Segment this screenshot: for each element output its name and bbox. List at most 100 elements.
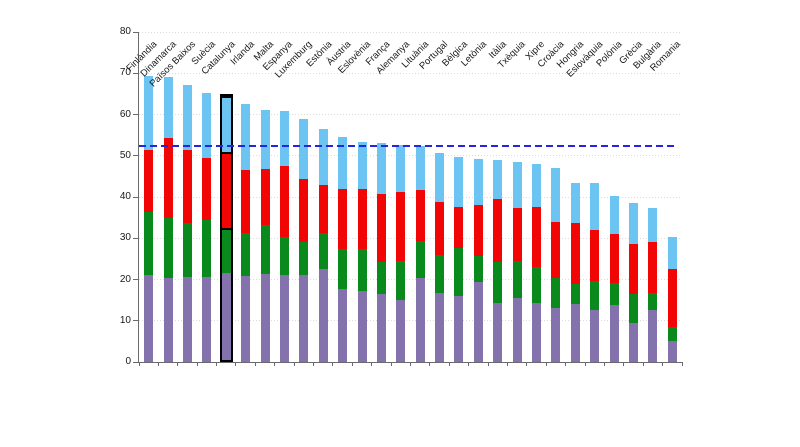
segment-green [182,223,192,278]
y-gridline [139,320,682,322]
segment-green [435,254,445,293]
y-gridline [139,114,682,115]
segment-top-lightblue [221,95,231,152]
segment-green [493,262,503,304]
x-axis-tick [623,362,625,366]
x-axis-tick [410,362,411,366]
y-tick-label: 20 [119,273,131,285]
segment-top-lightblue [609,196,619,235]
segment-red [532,207,542,267]
bar-xipre [532,164,542,362]
segment-green [279,236,289,276]
segment-green [221,228,231,273]
segment-red [221,151,231,228]
segment-top-lightblue [493,160,503,200]
bar-itàlia [493,160,503,362]
x-axis-tick [351,362,353,366]
segment-green [202,220,212,277]
y-gridline [139,196,682,198]
bar-romania [667,237,677,362]
segment-red [396,191,406,262]
x-axis-tick [642,362,644,366]
segment-bottom-purple [609,304,619,362]
bar-bèlgica [454,156,464,362]
segment-top-lightblue [241,103,251,170]
segment-bottom-purple [299,274,309,362]
segment-bottom-purple [648,310,658,362]
segment-red [318,185,328,233]
segment-bottom-purple [473,281,483,362]
y-gridline [139,237,682,239]
segment-bottom-purple [551,307,561,362]
segment-bottom-purple [454,296,464,362]
bar-eslovàquia [590,183,600,362]
x-axis-tick [681,362,683,366]
segment-bottom-purple [435,292,445,362]
segment-top-lightblue [532,164,542,208]
bar-suècia [202,92,212,362]
segment-bottom-purple [570,303,580,362]
segment-top-lightblue [338,137,348,190]
bar-àustria [338,137,348,362]
x-axis-tick [565,362,567,366]
segment-green [551,277,561,308]
y-gridline [139,155,682,157]
y-tick-label: 0 [125,356,131,367]
segment-bottom-purple [357,291,367,362]
bar-estònia [318,129,328,362]
segment-top-lightblue [376,142,386,195]
segment-top-lightblue [435,153,445,203]
segment-top-lightblue [590,183,600,230]
segment-top-lightblue [299,119,309,180]
y-tick-label: 30 [119,232,131,244]
segment-red [241,169,251,234]
segment-green [376,261,386,295]
segment-top-lightblue [512,161,522,209]
x-axis-tick [584,362,586,366]
segment-red [435,202,445,255]
segment-green [667,327,677,341]
y-axis-tick [133,155,139,157]
bar-luxemburg [299,119,309,362]
segment-green [609,283,619,305]
segment-green [163,218,173,278]
segment-red [512,208,522,262]
x-axis-tick [390,362,392,366]
segment-red [609,234,619,284]
segment-red [144,149,154,212]
y-axis-tick [133,320,139,322]
segment-green [454,247,464,296]
segment-green [318,232,328,270]
segment-top-lightblue [182,84,192,151]
x-axis-tick [313,362,315,366]
y-axis-tick [133,361,139,363]
segment-bottom-purple [221,272,231,360]
y-tick-label: 10 [119,314,131,326]
segment-bottom-purple [338,289,348,362]
segment-green [144,211,154,275]
segment-bottom-purple [182,277,192,362]
segment-top-lightblue [279,110,289,166]
x-axis-tick [506,362,508,366]
y-axis-tick [133,114,139,115]
segment-red [299,179,309,243]
segment-bottom-purple [396,299,406,362]
segment-red [279,165,289,237]
y-axis-tick [133,196,139,198]
x-axis-tick [157,362,159,366]
x-axis-tick [603,362,605,366]
x-axis-tick [468,362,470,366]
y-tick-label: 50 [119,149,131,161]
y-axis-tick [133,31,139,33]
segment-red [629,244,639,295]
segment-red [338,189,348,250]
segment-green [357,249,367,292]
segment-green [415,240,425,279]
segment-bottom-purple [512,298,522,362]
y-gridline [139,279,682,280]
bar-malta [260,109,270,362]
bar-letònia [473,159,483,362]
x-axis-tick [526,362,528,366]
segment-red [648,242,658,294]
segment-bottom-purple [493,303,503,362]
